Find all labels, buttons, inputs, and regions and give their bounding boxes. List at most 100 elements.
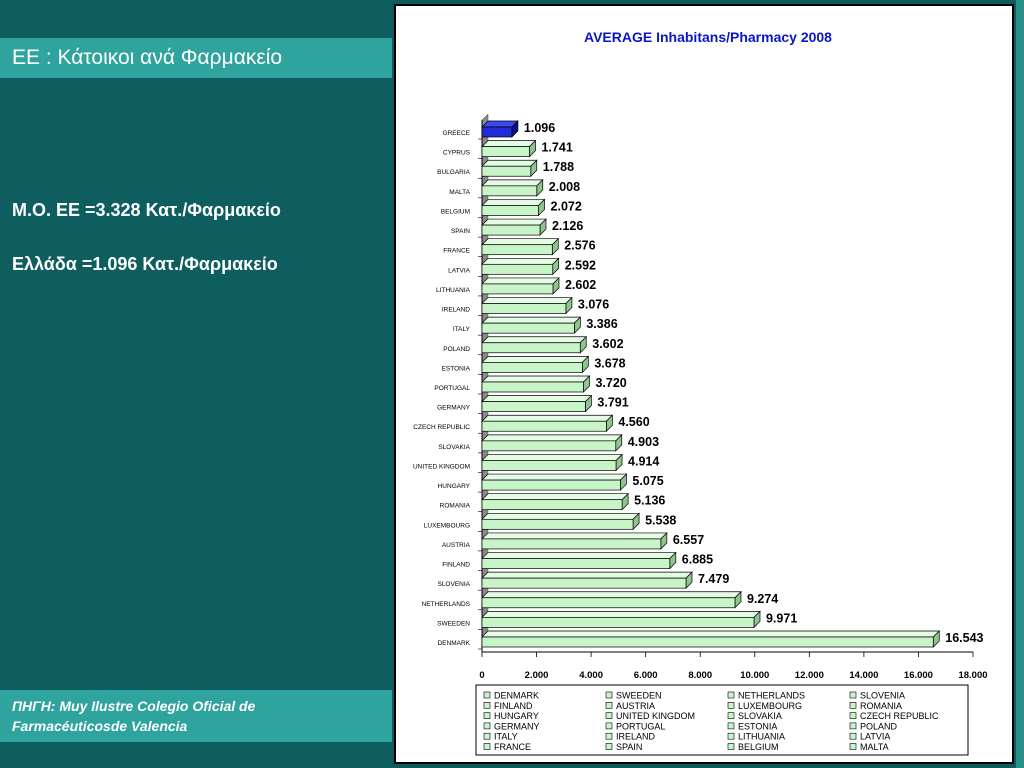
category-label: NETHERLANDS [422, 601, 471, 608]
legend-swatch [605, 732, 613, 740]
legend-entry: POLAND [860, 721, 898, 731]
bar-top-face [481, 297, 573, 304]
data-label: 2.592 [565, 258, 596, 272]
data-label: 5.075 [632, 474, 663, 488]
data-label: 7.479 [698, 572, 729, 586]
legend-box [475, 684, 969, 756]
data-label: 9.971 [766, 611, 797, 625]
category-label: ITALY [453, 326, 471, 333]
legend-swatch [849, 743, 857, 750]
category-label: SWEEDEN [437, 620, 470, 627]
legend-entry: HUNGARY [494, 711, 539, 721]
bar-luxembourg [481, 518, 634, 530]
bar-chart: AVERAGE Inhabitans/Pharmacy 2008 GREECE 1.… [413, 29, 988, 756]
legend-entry: ITALY [494, 732, 518, 742]
legend-entry: LUXEMBOURG [738, 701, 802, 711]
legend-swatch [483, 732, 491, 740]
right-edge-strip [1016, 0, 1024, 768]
source-note: ΠΗΓΗ: Muy Ilustre Colegio Oficial de Far… [0, 690, 392, 742]
legend-swatch [605, 691, 613, 699]
bar-austria [481, 538, 662, 550]
bar-top-face [481, 630, 941, 638]
data-label: 1.741 [541, 141, 572, 155]
legend-entry: LATVIA [860, 732, 890, 742]
legend-entry: ROMANIA [860, 701, 902, 711]
legend-swatch [727, 743, 735, 750]
data-label: 4.903 [628, 435, 659, 449]
category-label: ROMANIA [440, 503, 471, 510]
data-label: 3.720 [595, 376, 626, 390]
legend-entry: MALTA [860, 742, 889, 752]
bar-top-face [481, 552, 677, 559]
category-label: POLAND [443, 346, 470, 353]
bar-top-face [481, 591, 742, 599]
category-label: SLOVAKIA [438, 444, 470, 451]
bar-top-face [481, 395, 593, 402]
legend-entry: NETHERLANDS [738, 691, 805, 701]
category-label: BULGARIA [437, 169, 471, 176]
bar-denmark [481, 636, 934, 648]
legend-swatch [727, 701, 735, 709]
legend-swatch [605, 712, 613, 719]
bar-top-face [481, 140, 537, 147]
bar-top-face [481, 238, 560, 246]
legend-entry: FRANCE [494, 742, 531, 752]
left-panel [0, 0, 392, 768]
category-label: MALTA [449, 189, 470, 196]
legend-swatch [605, 701, 613, 709]
data-label: 2.576 [564, 239, 595, 253]
legend-swatch [849, 712, 857, 719]
data-label: 9.274 [747, 592, 778, 606]
chart-frame: AVERAGE Inhabitans/Pharmacy 2008 GREECE 1.… [394, 4, 1014, 764]
data-label: 2.126 [552, 219, 583, 233]
data-label: 1.788 [543, 160, 574, 174]
bar-top-face [481, 473, 628, 481]
legend-swatch [849, 701, 857, 709]
bar-malta [481, 185, 538, 197]
bar-top-face [481, 512, 640, 520]
bar-top-face [481, 199, 546, 206]
bar-top-face [481, 356, 590, 363]
bar-top-face [481, 532, 668, 540]
bar-top-face [481, 493, 629, 501]
legend-entry: UNITED KINGDOM [616, 711, 695, 721]
bar-sweeden [481, 617, 755, 628]
bar-hungary [481, 479, 621, 491]
bar-top-face [481, 434, 623, 442]
legend-entry: SWEEDEN [616, 691, 662, 701]
bar-top-face [481, 316, 582, 324]
category-label: DENMARK [437, 640, 470, 647]
x-tick-label: 10.000 [740, 670, 769, 681]
bar-estonia [481, 362, 583, 373]
bar-top-face [481, 611, 761, 618]
data-label: 5.136 [634, 494, 665, 508]
bar-top-face [481, 159, 538, 167]
category-label: IRELAND [442, 307, 470, 314]
category-label: LATVIA [448, 267, 471, 274]
bar-top-face [481, 257, 560, 265]
bar-top-face [481, 179, 544, 187]
x-tick-label: 0 [479, 670, 484, 681]
bar-ireland [481, 303, 567, 314]
data-label: 3.791 [597, 396, 628, 410]
data-label: 4.914 [628, 454, 659, 468]
x-tick-label: 8.000 [688, 670, 712, 681]
category-label: PORTUGAL [434, 385, 470, 392]
bar-top-face [481, 336, 588, 344]
legend-swatch [605, 743, 613, 750]
bar-lithuania [481, 283, 554, 295]
category-label: CZECH REPUBLIC [413, 424, 470, 431]
legend-swatch [727, 732, 735, 740]
legend-swatch [483, 691, 491, 699]
bar-portugal [481, 381, 584, 393]
data-label: 5.538 [645, 513, 676, 527]
bar-top-face [481, 277, 560, 285]
bar-spain [481, 224, 541, 236]
legend-swatch [727, 691, 735, 699]
bar-latvia [481, 263, 554, 275]
bar-top-face [481, 571, 693, 579]
legend-entry: LITHUANIA [738, 732, 785, 742]
category-label: ESTONIA [442, 365, 471, 372]
source-line-1: ΠΗΓΗ: Muy Ilustre Colegio Oficial de [12, 698, 256, 714]
legend-entry: SLOVAKIA [738, 711, 782, 721]
